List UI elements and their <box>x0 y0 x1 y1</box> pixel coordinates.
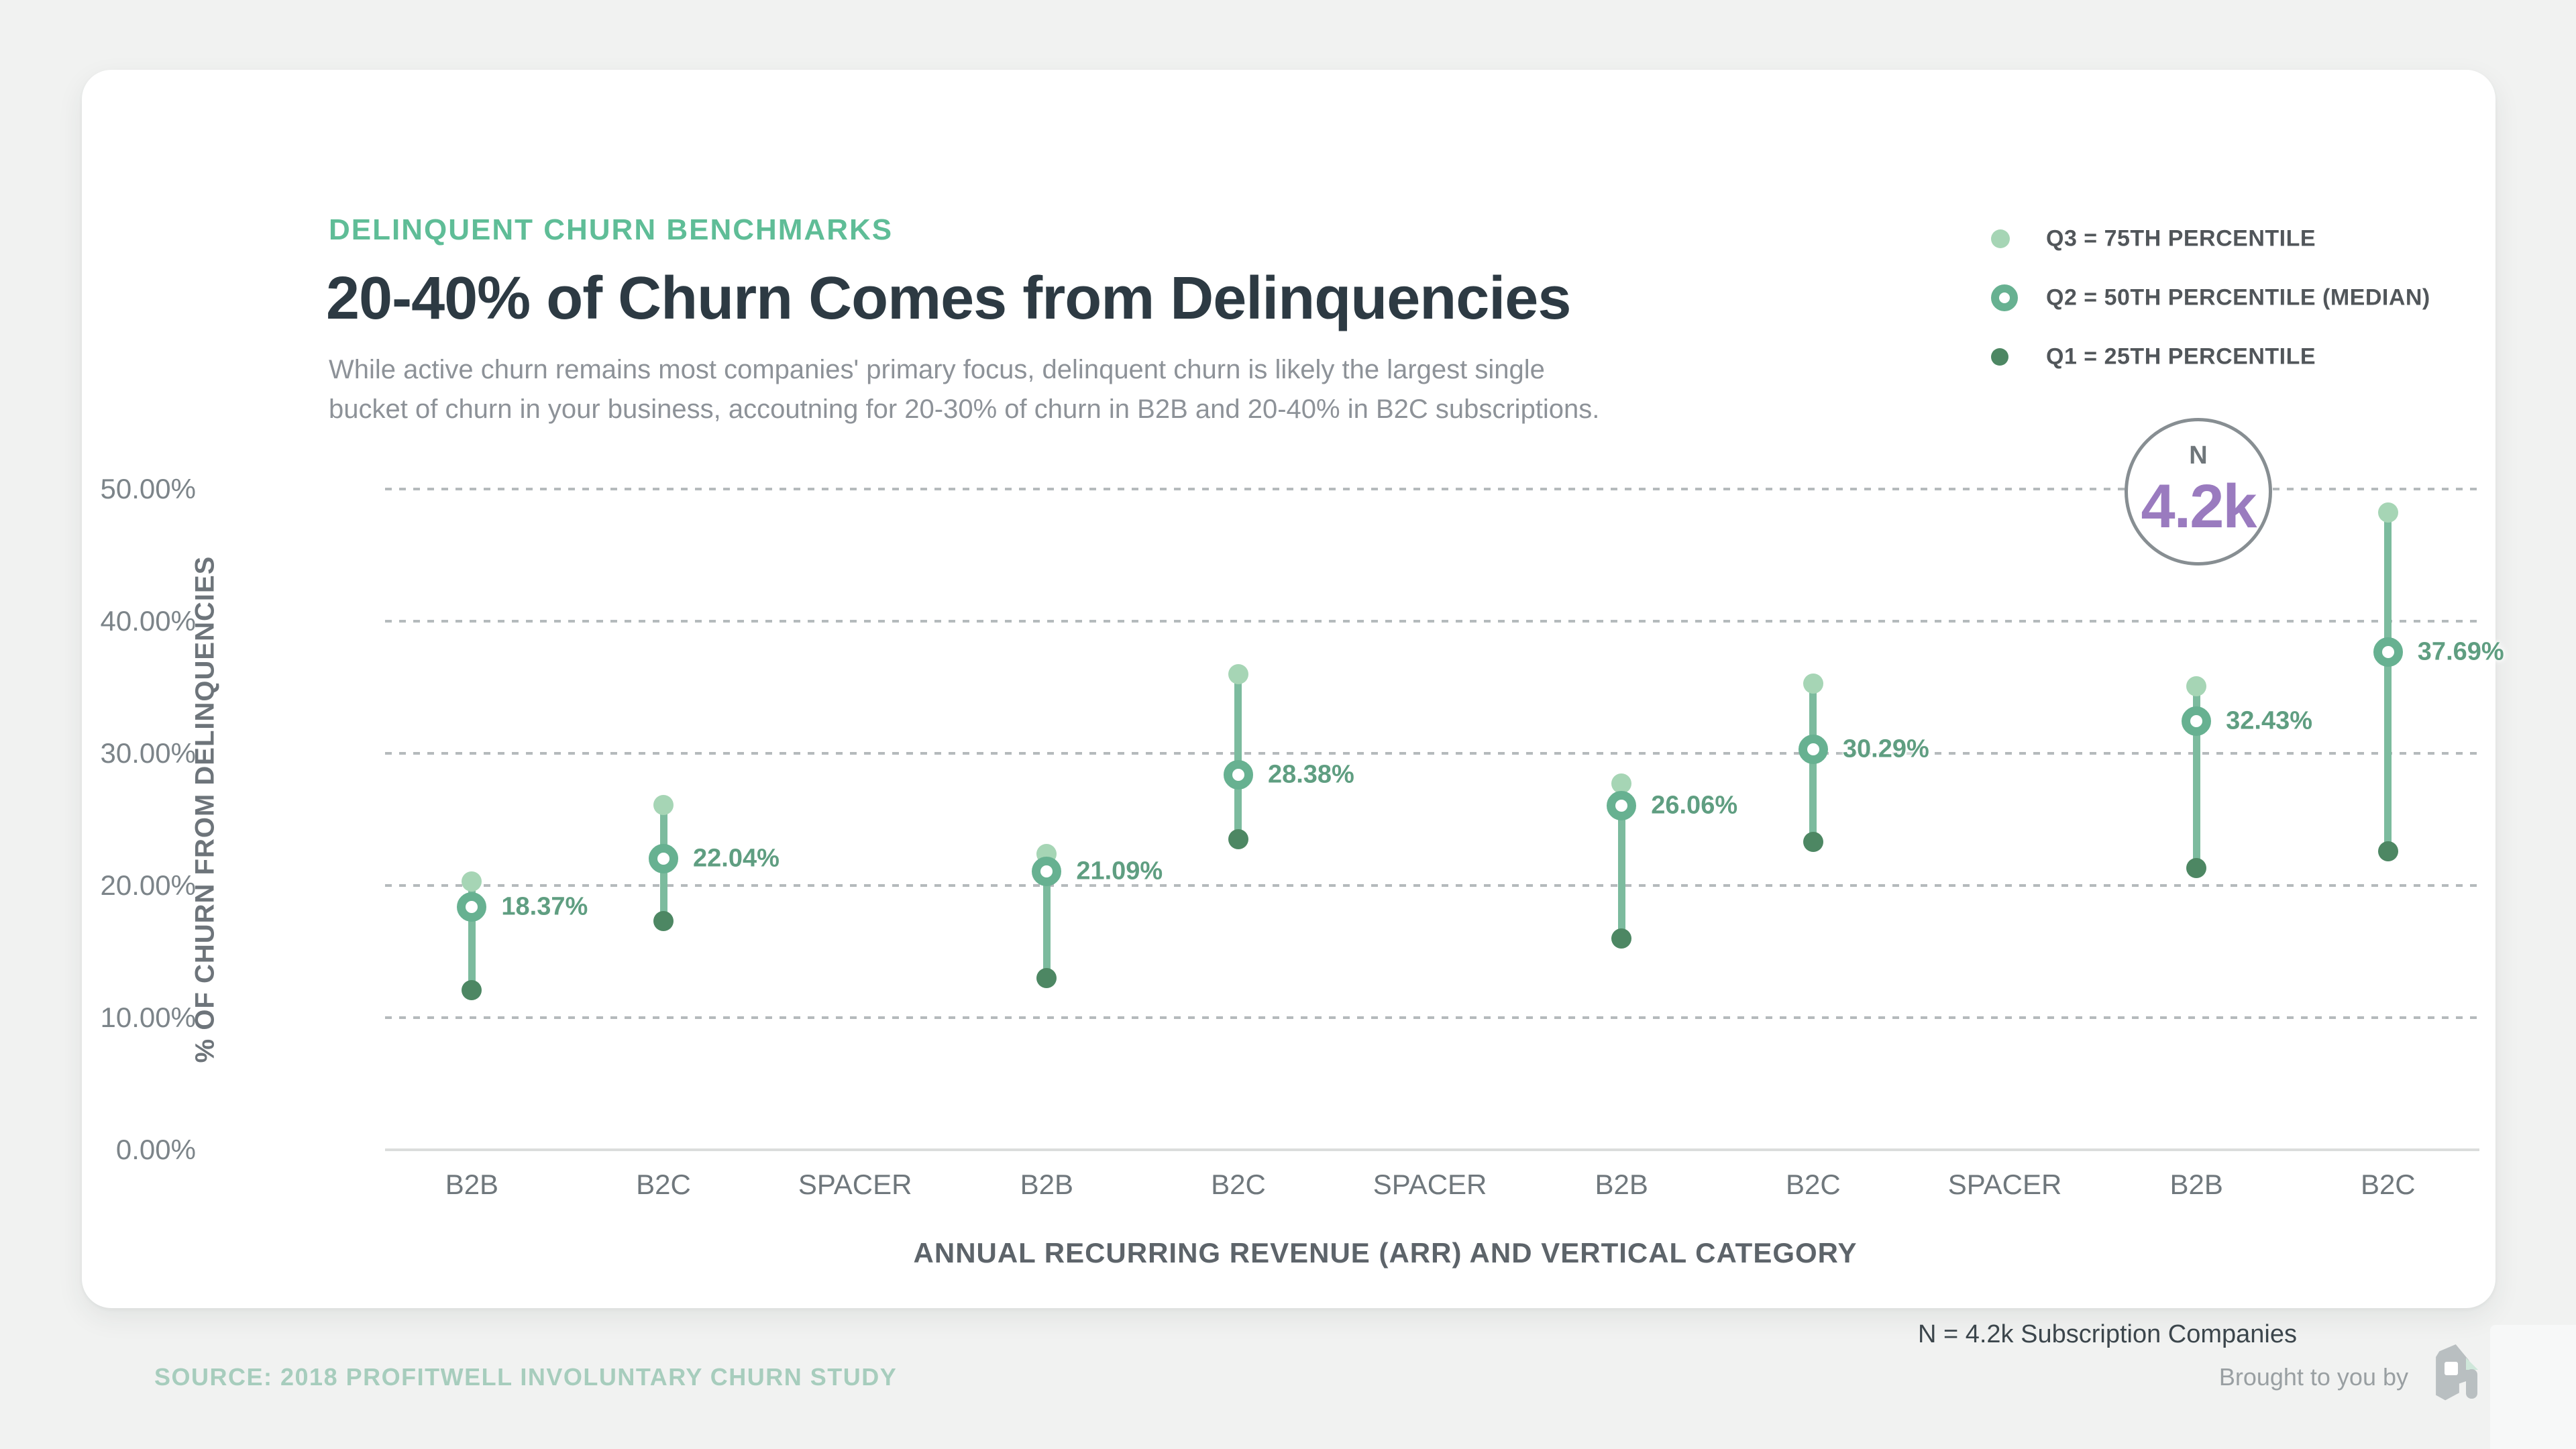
y-tick-label: 40.00% <box>100 605 196 637</box>
gridline-30 <box>385 752 2479 755</box>
legend-marker-dot-light-icon <box>1991 229 2010 248</box>
sample-size-badge-label: N <box>2189 441 2208 470</box>
logo-bar-shape <box>2466 1369 2477 1399</box>
y-tick-label: 50.00% <box>100 473 196 504</box>
q1-dot <box>1228 829 1248 850</box>
x-tick-label: B2C <box>1786 1169 1841 1200</box>
q3-dot <box>2377 502 2398 523</box>
q1-dot <box>1803 831 1823 852</box>
x-tick-label: B2C <box>636 1169 691 1200</box>
q2-median-ring <box>1607 790 1637 820</box>
q1-dot <box>462 979 482 1000</box>
legend-item-label: Q2 = 50TH PERCENTILE (MEDIAN) <box>2046 284 2430 311</box>
q2-median-ring <box>649 843 679 873</box>
gridline-10 <box>385 1016 2479 1019</box>
q2-median-ring <box>457 892 487 922</box>
chart-card: DELINQUENT CHURN BENCHMARKS 20-40% of Ch… <box>82 70 2504 1348</box>
median-value-label: 18.37% <box>501 892 588 921</box>
y-tick-label: 30.00% <box>100 737 196 769</box>
q2-median-ring <box>1223 759 1253 790</box>
legend-item: Q2 = 50TH PERCENTILE (MEDIAN) <box>82 278 2496 318</box>
q3-dot <box>1228 663 1248 684</box>
gridline-20 <box>385 884 2479 887</box>
legend-marker-dot-dark-icon <box>1991 348 2008 366</box>
x-tick-label: B2B <box>1020 1169 1073 1200</box>
q1-dot <box>1036 967 1057 988</box>
q3-dot <box>2186 676 2207 696</box>
sample-size-badge: N 4.2k <box>2125 418 2272 566</box>
legend-item: Q1 = 25TH PERCENTILE <box>82 337 2496 377</box>
y-tick-label: 10.00% <box>100 1002 196 1033</box>
x-tick-label: SPACER <box>798 1169 912 1200</box>
q1-dot <box>653 911 674 932</box>
q2-median-ring <box>2373 637 2403 667</box>
q2-median-ring <box>2182 706 2212 737</box>
x-tick-label: B2C <box>1211 1169 1266 1200</box>
q2-median-ring <box>1032 856 1062 886</box>
y-tick-label: 20.00% <box>100 869 196 901</box>
logo-hole-shape <box>2445 1362 2458 1375</box>
legend-item-label: Q3 = 75TH PERCENTILE <box>2046 225 2316 252</box>
corner-panel <box>2490 1325 2576 1449</box>
median-value-label: 32.43% <box>2226 706 2313 735</box>
brought-to-you-by-label: Brought to you by <box>2218 1363 2408 1391</box>
median-value-label: 30.29% <box>1842 735 1929 763</box>
q3-dot <box>462 871 482 892</box>
x-axis-line <box>385 1148 2479 1151</box>
q3-dot <box>1611 773 1632 794</box>
sample-size-badge-value: 4.2k <box>2141 472 2257 541</box>
q1-dot <box>1611 928 1632 949</box>
median-value-label: 21.09% <box>1076 857 1163 885</box>
q1-dot <box>2377 841 2398 861</box>
median-value-label: 28.38% <box>1267 760 1354 789</box>
y-tick-label: 0.00% <box>115 1134 196 1165</box>
logo-mint-triangle <box>2466 1358 2478 1370</box>
percentile-range-stem <box>1042 853 1051 978</box>
gridline-40 <box>385 620 2479 623</box>
gridline-50 <box>385 488 2479 490</box>
q1-dot <box>2186 858 2207 879</box>
x-axis-title: ANNUAL RECURRING REVENUE (ARR) AND VERTI… <box>913 1237 1858 1269</box>
median-value-label: 37.69% <box>2417 637 2504 665</box>
percentile-range-stem <box>2384 513 2392 851</box>
x-tick-label: SPACER <box>1947 1169 2062 1200</box>
x-tick-label: B2C <box>2360 1169 2416 1200</box>
legend-marker-ring-icon <box>1991 284 2018 311</box>
median-value-label: 26.06% <box>1651 791 1738 820</box>
legend-item-label: Q1 = 25TH PERCENTILE <box>2046 343 2316 370</box>
q2-median-ring <box>1798 735 1828 765</box>
x-tick-label: B2B <box>1595 1169 1648 1200</box>
eyebrow-title: DELINQUENT CHURN BENCHMARKS <box>329 213 894 246</box>
percentile-range-stem <box>2192 686 2200 869</box>
median-value-label: 22.04% <box>693 844 780 873</box>
percentile-range-stem <box>1617 784 1625 938</box>
q3-dot <box>653 794 674 815</box>
x-tick-label: B2B <box>445 1169 499 1200</box>
sample-size-note: N = 4.2k Subscription Companies <box>1917 1320 2297 1348</box>
page-title: 20-40% of Churn Comes from Delinquencies <box>326 265 1571 332</box>
x-tick-label: B2B <box>2169 1169 2223 1200</box>
source-credit: SOURCE: 2018 PROFITWELL INVOLUNTARY CHUR… <box>154 1363 898 1391</box>
legend-item: Q3 = 75TH PERCENTILE <box>82 219 2496 259</box>
q3-dot <box>1803 673 1823 694</box>
x-tick-label: SPACER <box>1373 1169 1487 1200</box>
percentile-range-stem <box>1234 674 1242 840</box>
profitwell-logo-icon <box>2428 1344 2486 1402</box>
subtitle-line-1: While active churn remains most companie… <box>329 355 1545 384</box>
subtitle-line-2: bucket of churn in your business, accout… <box>329 394 1600 424</box>
percentile-range-stem <box>468 881 476 990</box>
